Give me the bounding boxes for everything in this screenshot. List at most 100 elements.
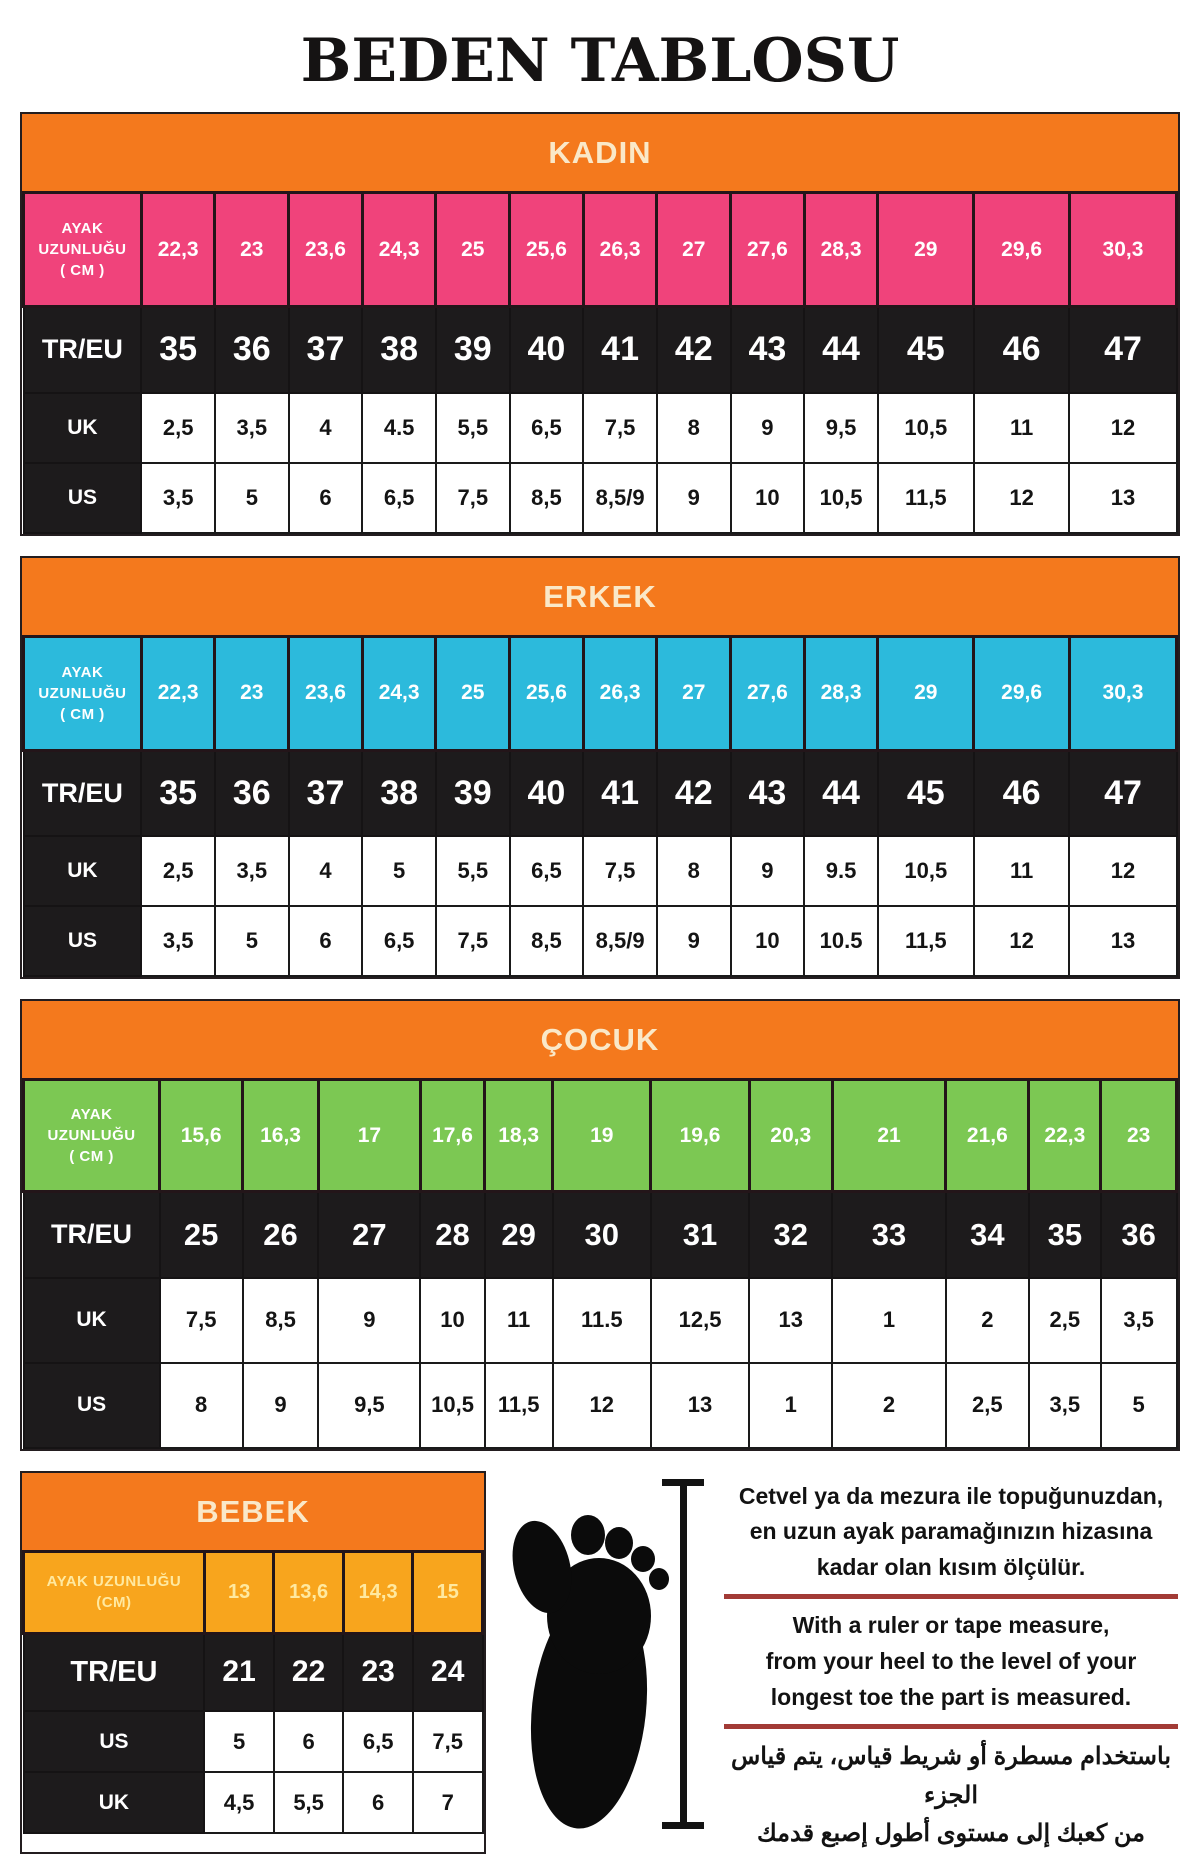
size-value-cell: 43 xyxy=(729,749,806,837)
size-value-cell: 7,5 xyxy=(411,1710,484,1773)
foot-length-value-cell: 16,3 xyxy=(241,1078,320,1193)
size-value-cell: 2 xyxy=(831,1361,947,1449)
size-value-cell: 25 xyxy=(158,1190,244,1279)
size-value-cell: 12 xyxy=(972,905,1071,977)
measure-line-icon xyxy=(662,1478,704,1829)
row-label-cell: UK xyxy=(22,391,143,464)
size-value-cell: 7,5 xyxy=(582,391,658,464)
size-value-cell: 45 xyxy=(876,305,975,394)
size-value-cell: 36 xyxy=(213,749,290,837)
foot-length-value-cell: 29,6 xyxy=(972,191,1071,308)
size-value-cell: 35 xyxy=(1027,1190,1102,1279)
foot-length-value-cell: 19,6 xyxy=(649,1078,751,1193)
foot-length-value-cell: 27,6 xyxy=(729,191,806,308)
size-value-cell: 2,5 xyxy=(1027,1276,1102,1364)
size-value-cell: 11.5 xyxy=(551,1276,652,1364)
foot-length-value-cell: 29,6 xyxy=(972,634,1071,752)
size-value-cell: 9,5 xyxy=(317,1361,422,1449)
men-size-table: ERKEK AYAK UZUNLUĞU( CM ) 22,3 23 23,6 24,3 25 2… xyxy=(20,555,1180,979)
size-value-cell: 29 xyxy=(483,1190,554,1279)
foot-length-value-cell: 25 xyxy=(434,191,512,308)
measure-line-bottom-cap xyxy=(662,1821,704,1829)
size-value-cell: 9 xyxy=(317,1276,422,1364)
kids-size-table: ÇOCUK AYAK UZUNLUĞU( CM ) 15,6 16,3 17 17,6 18,… xyxy=(20,999,1180,1451)
size-value-cell: 10,5 xyxy=(876,391,975,464)
foot-length-value-cell: 29 xyxy=(876,191,976,308)
size-value-cell: 38 xyxy=(361,749,437,837)
size-value-cell: 6,5 xyxy=(342,1710,414,1773)
size-value-cell: 9 xyxy=(655,905,732,977)
foot-length-value-cell: 25,6 xyxy=(508,634,585,752)
size-value-cell: 26 xyxy=(241,1190,320,1279)
size-value-cell: 33 xyxy=(831,1190,947,1279)
size-value-cell: 9,5 xyxy=(803,391,879,464)
size-value-cell: 4,5 xyxy=(203,1771,275,1834)
foot-length-value-cell: 14,3 xyxy=(341,1549,415,1635)
instruction-text-turkish: Cetvel ya da mezura ile topuğunuzdan, en … xyxy=(722,1479,1180,1586)
size-value-cell: 40 xyxy=(508,749,585,837)
size-value-cell: 8,5 xyxy=(241,1276,320,1364)
size-value-cell: 7,5 xyxy=(434,461,511,534)
row-label-cell: TR/EU xyxy=(22,305,143,394)
red-divider xyxy=(724,1724,1178,1730)
foot-length-value-cell: 22,3 xyxy=(139,634,217,752)
instruction-text-english: With a ruler or tape measure, from your h… xyxy=(722,1608,1180,1715)
foot-length-value-cell: 25 xyxy=(434,634,512,752)
size-value-cell: 3,5 xyxy=(1027,1361,1102,1449)
measure-line-top-cap xyxy=(662,1478,704,1486)
foot-icon xyxy=(512,1514,669,1828)
foot-length-value-cell: 23,6 xyxy=(287,634,364,752)
size-value-cell: 39 xyxy=(434,749,511,837)
row-label-cell: TR/EU xyxy=(22,1632,206,1712)
foot-length-value-cell: 28,3 xyxy=(802,191,880,308)
size-value-cell: 41 xyxy=(582,305,658,394)
size-value-cell: 11 xyxy=(972,835,1071,907)
size-value-cell: 6,5 xyxy=(508,835,585,907)
size-value-cell: 12 xyxy=(1068,835,1178,907)
foot-length-value-cell: 27 xyxy=(655,634,733,752)
bottom-section: BEBEK AYAK UZUNLUĞU (CM) 13 13,6 14,3 15 TR/EU 2… xyxy=(20,1470,1180,1854)
size-value-cell: 4 xyxy=(287,835,364,907)
size-value-cell: 4 xyxy=(287,391,364,464)
size-value-cell: 45 xyxy=(876,749,975,837)
size-value-cell: 32 xyxy=(748,1190,834,1279)
note-line: longest toe the part is measured. xyxy=(770,1683,1132,1710)
row-label-cell: US xyxy=(22,905,143,977)
size-value-cell: 6,5 xyxy=(361,461,437,534)
foot-length-value-cell: 18,3 xyxy=(483,1078,555,1193)
size-value-cell: 8 xyxy=(655,835,732,907)
size-chart-page: BEDEN TABLOSU KADIN AYAK UZUNLUĞU( CM ) 22,… xyxy=(20,26,1180,1854)
size-value-cell: 43 xyxy=(729,305,806,394)
foot-length-label-cell: AYAK UZUNLUĞU( CM ) xyxy=(21,1078,162,1193)
size-value-cell: 10.5 xyxy=(803,905,879,977)
row-label-cell: US xyxy=(22,1361,161,1449)
foot-length-value-cell: 30,3 xyxy=(1067,634,1179,752)
size-value-cell: 1 xyxy=(748,1361,834,1449)
note-line: en uzun ayak paramağınızın hizasına xyxy=(749,1518,1153,1545)
size-value-cell: 5 xyxy=(361,835,437,907)
size-value-cell: 3,5 xyxy=(213,835,290,907)
row-label-cell: UK xyxy=(22,1771,206,1834)
foot-length-value-cell: 30,3 xyxy=(1067,191,1179,308)
size-value-cell: 10,5 xyxy=(803,461,879,534)
foot-length-value-cell: 17,6 xyxy=(418,1078,487,1193)
foot-length-value-cell: 15 xyxy=(411,1549,484,1635)
size-value-cell: 11,5 xyxy=(483,1361,554,1449)
size-value-cell: 35 xyxy=(140,305,216,394)
foot-length-value-cell: 23,6 xyxy=(287,191,364,308)
size-value-cell: 7,5 xyxy=(158,1276,244,1364)
size-value-cell: 1 xyxy=(831,1276,947,1364)
foot-length-value-cell: 29 xyxy=(876,634,976,752)
size-value-cell: 21 xyxy=(203,1632,275,1712)
size-value-cell: 2,5 xyxy=(140,391,216,464)
foot-length-value-cell: 20,3 xyxy=(747,1078,834,1193)
size-value-cell: 11 xyxy=(483,1276,554,1364)
size-value-cell: 6,5 xyxy=(508,391,585,464)
foot-length-value-cell: 24,3 xyxy=(360,634,438,752)
measure-line-bar xyxy=(679,1485,687,1822)
foot-length-value-cell: 21 xyxy=(830,1078,948,1193)
foot-length-value-cell: 25,6 xyxy=(508,191,585,308)
size-value-cell: 5,5 xyxy=(272,1771,345,1834)
size-value-cell: 6 xyxy=(287,905,364,977)
size-value-cell: 12 xyxy=(1068,391,1178,464)
